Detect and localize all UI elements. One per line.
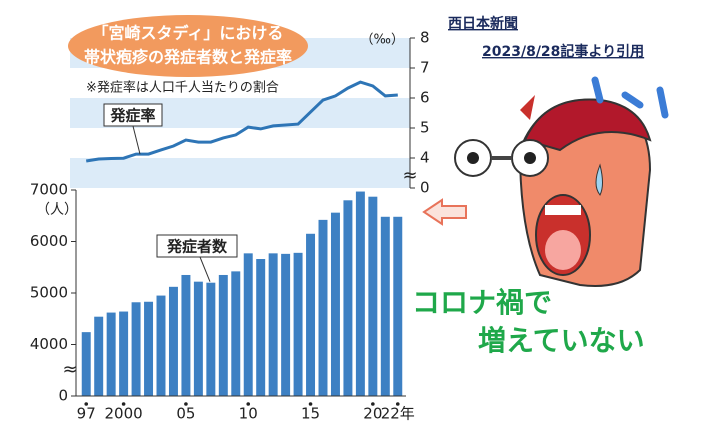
x-tick-label: 20 [363,405,382,423]
x-tick-label: 22年 [381,405,415,423]
y-tick-label: 5 [420,119,430,137]
bar [393,216,403,396]
callout: 増えていない [478,324,645,357]
tick-dot [121,402,126,406]
y-tick-label: 6000 [30,232,68,250]
callout: コロナ禍で [412,286,552,319]
tick-dot [308,402,313,406]
title-bubble [68,15,308,77]
bar [106,312,116,396]
y-tick-label: 4000 [30,335,68,353]
bar [193,281,203,396]
y-tick-label: 7 [420,59,430,77]
bar [81,332,91,396]
bar [256,259,266,396]
y-tick-label: 6 [420,89,430,107]
bar [306,233,316,396]
y-tick-label: 0 [58,387,68,405]
series-label: 発症者数 [166,238,228,256]
x-tick-label: 97 [77,405,96,423]
axis-break: ≈ [62,359,77,380]
x-tick-label: 10 [239,405,258,423]
bar [281,253,291,396]
bar [131,302,141,396]
source-publisher: 西日本新聞 [448,15,518,32]
y-unit: （人） [36,202,78,218]
band [70,158,410,188]
tick-dot [246,402,251,406]
title: 帯状疱疹の発症者数と発症率 [84,48,292,67]
arrow [422,198,467,226]
bar [343,200,353,396]
y-tick-label: 5000 [30,284,68,302]
bar [330,212,340,396]
y-tick-label: 8 [420,29,430,47]
bar [380,216,390,396]
tick-dot [371,402,375,406]
bar [268,253,278,396]
illustration [454,76,669,287]
y-tick-label: 0 [420,179,430,197]
x-tick-label: 2000 [105,405,143,423]
line [85,80,398,163]
tick-dot [395,402,400,406]
leader [199,256,211,282]
series-label: 発症率 [109,107,155,125]
x-tick-label: 05 [176,405,195,423]
bar [368,196,378,396]
y-tick-label: 7000 [30,181,68,199]
bar [181,274,191,396]
label-box [156,234,238,258]
bar [156,295,166,396]
bar [243,253,253,396]
tick-dot [184,402,188,406]
bar [293,252,303,396]
note: ※発症率は人口千人当たりの割合 [86,80,279,96]
x-tick-label: 15 [301,405,320,423]
bar [119,311,129,396]
title: 「宮崎スタディ」における [93,24,284,43]
bar [94,316,104,396]
y-tick-label: 4 [420,149,430,167]
bar [168,286,178,396]
bar [318,219,328,396]
bar [231,271,241,396]
leader [132,125,141,155]
label-box [103,103,163,127]
bar [218,274,228,396]
bar [206,282,216,396]
tick-dot [84,402,89,406]
bar [144,301,154,396]
y-unit: （‰） [361,33,404,48]
bar [355,191,365,396]
source-citation: 2023/8/28記事より引用 [482,43,644,60]
